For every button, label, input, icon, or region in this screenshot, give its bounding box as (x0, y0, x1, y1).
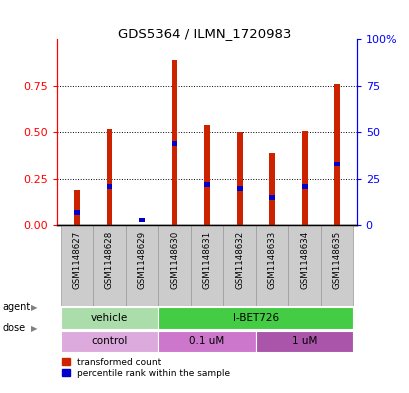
Bar (223, 226, 255, 306)
Bar (61, 331, 158, 353)
Bar (158, 331, 255, 353)
Bar (236, 132, 242, 226)
Bar (301, 130, 307, 226)
Bar (158, 226, 190, 306)
Text: GDS5364 / ILMN_1720983: GDS5364 / ILMN_1720983 (118, 28, 291, 40)
Bar (301, 184, 307, 189)
Bar (320, 226, 353, 306)
Text: GSM1148633: GSM1148633 (267, 231, 276, 289)
Text: GSM1148630: GSM1148630 (170, 231, 179, 289)
Bar (255, 226, 288, 306)
Bar (190, 226, 223, 306)
Text: dose: dose (2, 323, 25, 333)
Text: GSM1148631: GSM1148631 (202, 231, 211, 289)
Text: GSM1148635: GSM1148635 (332, 231, 341, 289)
Bar (93, 226, 126, 306)
Text: GSM1148634: GSM1148634 (299, 231, 308, 289)
Bar (139, 218, 144, 222)
Text: vehicle: vehicle (91, 313, 128, 323)
Text: GSM1148629: GSM1148629 (137, 231, 146, 289)
Bar (333, 162, 339, 166)
Bar (204, 125, 209, 226)
Bar (61, 307, 158, 329)
Bar (74, 190, 80, 226)
Text: ▶: ▶ (31, 324, 37, 332)
Bar (269, 195, 274, 200)
Text: ▶: ▶ (31, 303, 37, 312)
Text: GSM1148627: GSM1148627 (72, 231, 81, 289)
Text: GSM1148628: GSM1148628 (105, 231, 114, 289)
Bar (333, 84, 339, 226)
Bar (61, 226, 93, 306)
Text: I-BET726: I-BET726 (232, 313, 278, 323)
Bar (158, 307, 353, 329)
Bar (269, 153, 274, 226)
Bar (171, 60, 177, 226)
Bar (106, 129, 112, 226)
Bar (139, 224, 144, 226)
Text: GSM1148632: GSM1148632 (234, 231, 243, 289)
Text: 0.1 uM: 0.1 uM (189, 336, 224, 347)
Bar (288, 226, 320, 306)
Text: 1 uM: 1 uM (291, 336, 317, 347)
Text: control: control (91, 336, 127, 347)
Text: agent: agent (2, 302, 30, 312)
Bar (236, 186, 242, 191)
Bar (255, 331, 353, 353)
Bar (74, 210, 80, 215)
Bar (126, 226, 158, 306)
Legend: transformed count, percentile rank within the sample: transformed count, percentile rank withi… (62, 358, 230, 378)
Bar (204, 182, 209, 187)
Bar (171, 141, 177, 146)
Bar (106, 184, 112, 189)
